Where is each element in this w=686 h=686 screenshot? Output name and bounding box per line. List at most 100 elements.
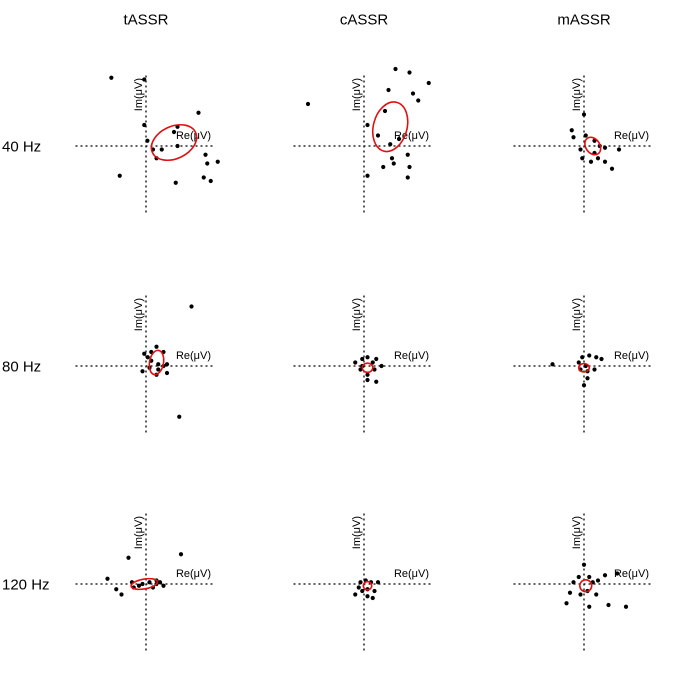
data-point (140, 581, 145, 587)
data-point (117, 173, 122, 178)
y-axis-label: Im(μV) (133, 78, 145, 111)
data-point (393, 66, 398, 72)
data-point (581, 383, 587, 388)
confidence-ellipse (584, 136, 602, 156)
data-point (114, 587, 119, 592)
panel-cassr-120hz: Re(μV) Im(μV) (293, 513, 435, 655)
data-point (353, 592, 358, 597)
data-point (353, 360, 358, 365)
data-point (175, 143, 180, 149)
data-point (374, 379, 379, 384)
data-point (370, 360, 375, 365)
data-point (567, 590, 573, 595)
data-point (370, 595, 375, 601)
data-point (215, 159, 220, 164)
data-point (142, 351, 147, 356)
data-point (571, 580, 576, 585)
column-title-cassr: cASSR (340, 12, 389, 29)
y-axis-label: Im(μV) (571, 516, 583, 549)
data-point (205, 161, 210, 166)
data-point (576, 574, 581, 580)
data-point (583, 133, 588, 138)
data-point (405, 152, 410, 157)
data-point (203, 152, 208, 157)
data-point (594, 355, 599, 360)
data-point (391, 161, 396, 166)
panel-massr-120hz: Re(μV) Im(μV) (513, 513, 655, 655)
data-point (154, 344, 159, 349)
panel-tassr-40hz: Re(μV) Im(μV) (75, 75, 220, 217)
x-axis-label: Re(μV) (614, 568, 649, 580)
row-label-80hz: 80 Hz (2, 359, 41, 376)
confidence-ellipse (361, 362, 374, 374)
data-point (389, 156, 395, 161)
data-point (375, 580, 381, 585)
data-point (126, 555, 131, 560)
data-point (171, 129, 177, 135)
data-point (569, 128, 574, 133)
data-point (606, 602, 611, 608)
data-point (157, 580, 163, 585)
data-point (410, 91, 416, 96)
y-axis-label: Im(μV) (133, 516, 145, 549)
panel-cassr-40hz: Re(μV)Im(μV) (293, 66, 435, 217)
y-axis-label: Im(μV) (351, 516, 363, 549)
data-point (587, 574, 592, 580)
data-point (142, 122, 147, 128)
column-title-massr: mASSR (557, 12, 611, 29)
y-axis-label: Im(μV) (351, 78, 363, 111)
data-point (581, 562, 587, 567)
panel-tassr-120hz: Re(μV) Im(μV) (75, 513, 217, 655)
data-point (305, 101, 311, 107)
data-point (142, 77, 147, 82)
data-point (164, 370, 170, 376)
panel-massr-80hz: Re(μV) Im(μV) (513, 295, 655, 437)
data-point (407, 164, 412, 170)
data-point (159, 147, 164, 152)
data-point (119, 592, 124, 597)
data-point (585, 376, 590, 381)
data-point (599, 356, 604, 362)
data-point (105, 576, 110, 581)
confidence-ellipse (371, 101, 409, 153)
panel-cassr-80hz: Re(μV) Im(μV) (293, 295, 435, 437)
data-point (623, 604, 629, 609)
data-point (365, 355, 370, 360)
data-point (426, 80, 431, 86)
row-label-120hz: 120 Hz (2, 577, 50, 594)
data-point (407, 70, 412, 75)
panel-tassr-80hz: Re(μV) Im(μV) (75, 295, 217, 437)
data-point (594, 592, 599, 597)
data-point (588, 159, 594, 164)
data-point (164, 362, 170, 367)
x-axis-label: Re(μV) (176, 568, 211, 580)
y-axis-label: Im(μV) (133, 298, 145, 331)
data-point (156, 362, 161, 367)
data-point (576, 360, 581, 365)
data-point (602, 145, 608, 150)
data-point (365, 377, 370, 383)
data-point (196, 110, 201, 115)
data-point (564, 601, 569, 606)
data-point (360, 356, 365, 362)
data-point (379, 363, 384, 369)
data-point (365, 594, 370, 599)
y-axis-label: Im(μV) (351, 298, 363, 331)
data-point (571, 135, 576, 140)
row-label-40hz: 40 Hz (2, 139, 41, 156)
data-point (208, 178, 213, 184)
data-point (178, 552, 184, 557)
data-point (147, 580, 152, 585)
y-axis-label: Im(μV) (571, 298, 583, 331)
data-point (161, 583, 166, 588)
data-point (201, 175, 206, 180)
data-point (177, 414, 182, 419)
data-point (365, 173, 370, 178)
data-point (365, 122, 370, 128)
data-point (386, 87, 391, 93)
data-point (602, 573, 608, 578)
data-point (381, 164, 386, 170)
data-point (136, 583, 142, 588)
data-point (616, 147, 622, 152)
confidence-ellipse (148, 349, 165, 376)
